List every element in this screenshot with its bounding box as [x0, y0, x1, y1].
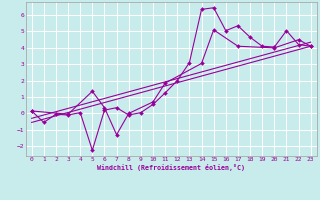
- X-axis label: Windchill (Refroidissement éolien,°C): Windchill (Refroidissement éolien,°C): [97, 164, 245, 171]
